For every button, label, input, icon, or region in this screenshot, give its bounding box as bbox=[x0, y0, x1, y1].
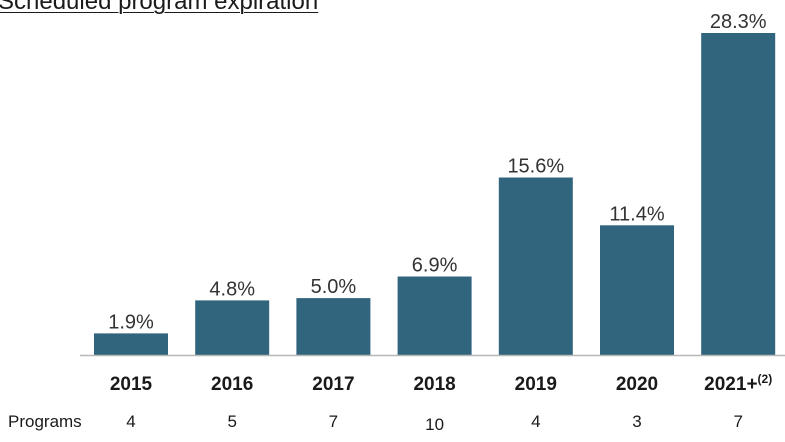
program-count: 4 bbox=[531, 412, 541, 431]
year-label: 2016 bbox=[211, 374, 253, 395]
program-count: 5 bbox=[227, 412, 237, 431]
program-count: 3 bbox=[632, 412, 642, 431]
bar-2017 bbox=[296, 298, 371, 355]
bar-chart: 1.9% 4.8% 5.0% 6.9% 15.6% 11.4% 28.3% 2015 2016… bbox=[80, 11, 785, 395]
year-label: 2018 bbox=[413, 374, 455, 395]
bar-2019 bbox=[498, 177, 573, 355]
value-label: 28.3% bbox=[710, 11, 767, 33]
bar-2018 bbox=[397, 276, 472, 355]
value-label: 1.9% bbox=[108, 311, 154, 333]
value-labels-group: 1.9% 4.8% 5.0% 6.9% 15.6% 11.4% 28.3% bbox=[108, 11, 767, 333]
program-count: 7 bbox=[328, 412, 339, 431]
year-label: 2019 bbox=[515, 374, 557, 395]
value-label: 11.4% bbox=[609, 203, 664, 225]
bar-2020 bbox=[600, 225, 674, 355]
year-label: 2015 bbox=[110, 374, 153, 395]
value-label: 15.6% bbox=[507, 156, 564, 178]
chart-title: Scheduled program expiration bbox=[0, 0, 319, 15]
program-count: 10 bbox=[425, 415, 445, 434]
year-label: 2017 bbox=[312, 374, 354, 395]
value-label: 5.0% bbox=[311, 276, 357, 298]
program-count: 4 bbox=[126, 412, 136, 431]
value-label: 4.8% bbox=[209, 278, 255, 300]
value-label: 6.9% bbox=[412, 255, 458, 277]
bar-2015 bbox=[94, 333, 168, 355]
year-label: 2020 bbox=[616, 374, 658, 395]
program-count: 7 bbox=[733, 412, 743, 431]
programs-caption: Programs bbox=[8, 412, 82, 431]
programs-row: Programs 4 5 7 10 4 3 7 bbox=[0, 412, 785, 442]
year-labels-group: 2015 2016 2017 2018 2019 2020 2021+(2) bbox=[110, 372, 772, 395]
bar-2021plus bbox=[701, 33, 776, 355]
bars-group bbox=[94, 33, 776, 355]
footnote-marker: (2) bbox=[758, 372, 773, 386]
bar-2016 bbox=[195, 300, 270, 355]
year-label: 2021+(2) bbox=[704, 372, 772, 395]
